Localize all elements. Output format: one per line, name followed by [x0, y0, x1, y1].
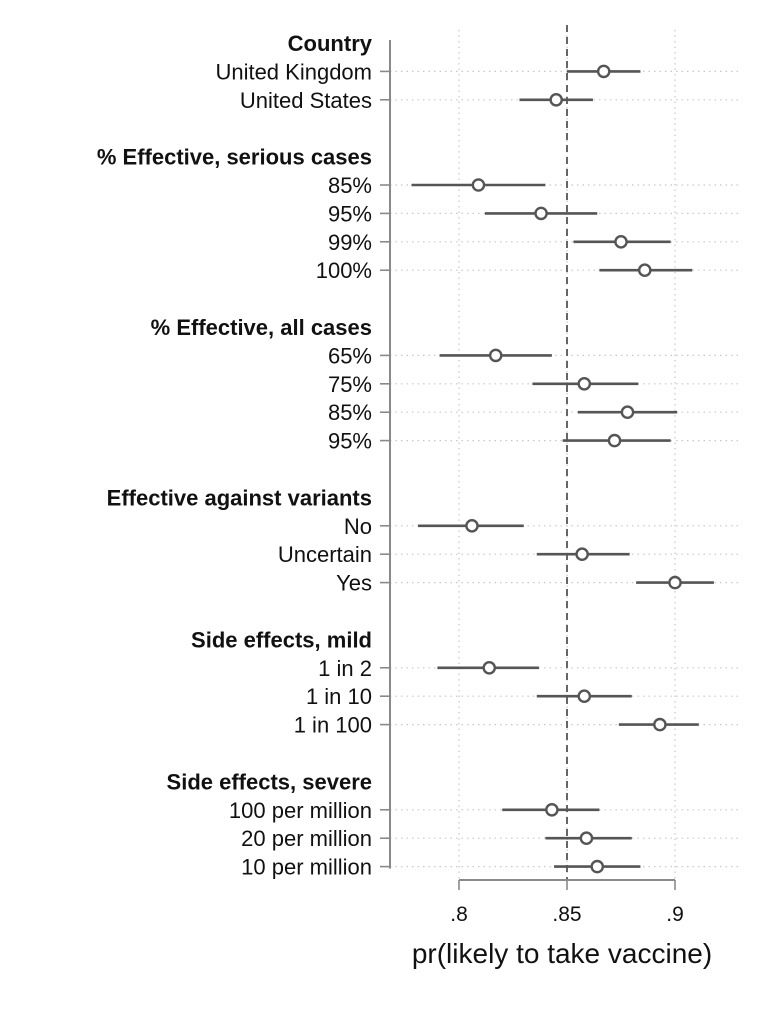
row-label: 95%: [328, 429, 372, 454]
row-label: 65%: [328, 343, 372, 368]
row-label: Uncertain: [278, 542, 372, 567]
group-title: Side effects, mild: [191, 627, 372, 652]
point-estimate: [577, 689, 592, 704]
row-label: 85%: [328, 173, 372, 198]
x-axis: .8 .85 .9: [450, 879, 684, 926]
row-label: No: [344, 514, 372, 539]
point-estimate: [607, 433, 622, 448]
x-tick-label: .85: [552, 903, 581, 926]
point-estimate: [549, 93, 564, 107]
point-estimate: [577, 376, 592, 391]
x-tick-label: .8: [450, 903, 468, 926]
point-estimate: [488, 348, 503, 363]
row-label: United Kingdom: [215, 59, 372, 84]
group-title: Country: [288, 31, 373, 56]
x-tick-label: .9: [666, 903, 684, 926]
plot-area: [380, 25, 740, 880]
row-labels: Country United Kingdom United States % Effe…: [97, 31, 373, 880]
row-label: United States: [240, 88, 372, 113]
point-estimate: [668, 575, 682, 590]
row-label: 1 in 10: [306, 684, 372, 709]
row-label: 95%: [328, 201, 372, 226]
point-estimate: [637, 263, 652, 278]
point-estimate: [590, 859, 605, 874]
point-estimate: [465, 519, 479, 533]
x-axis-title: pr(likely to take vaccine): [412, 938, 712, 969]
row-label: Yes: [336, 571, 372, 596]
point-estimate: [534, 206, 548, 221]
point-estimate: [614, 234, 628, 249]
point-estimate: [471, 178, 486, 192]
row-label: 1 in 2: [318, 656, 372, 681]
point-estimate: [579, 831, 594, 846]
row-label: 85%: [328, 400, 372, 425]
row-label: 1 in 100: [294, 713, 372, 738]
point-estimate: [653, 717, 667, 732]
row-label: 100%: [316, 258, 372, 283]
row-label: 100 per million: [229, 798, 372, 823]
point-estimate: [620, 405, 635, 420]
point-estimate: [575, 547, 589, 562]
row-label: 10 per million: [241, 855, 372, 880]
row-label: 75%: [328, 372, 372, 397]
group-title: Effective against variants: [107, 485, 372, 510]
point-estimate: [596, 64, 611, 79]
point-estimate: [545, 803, 559, 817]
point-estimate: [482, 661, 497, 675]
row-label: 99%: [328, 230, 372, 255]
row-label: 20 per million: [241, 826, 372, 851]
group-title: % Effective, all cases: [151, 315, 372, 340]
group-title: % Effective, serious cases: [97, 145, 372, 170]
group-title: Side effects, severe: [167, 769, 372, 794]
